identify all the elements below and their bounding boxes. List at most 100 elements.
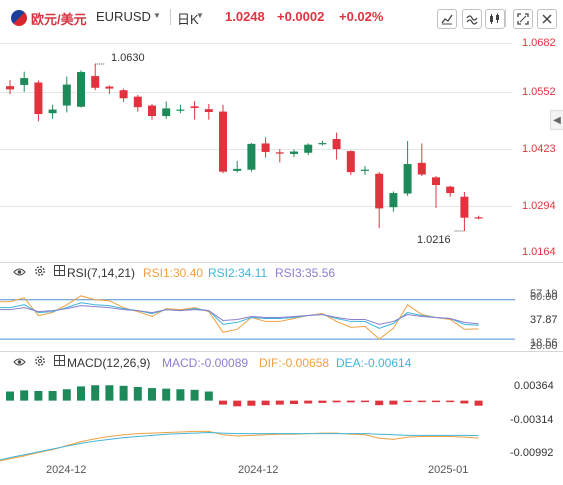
- candle-body: [48, 109, 57, 114]
- candle-body: [91, 76, 100, 88]
- candle-body: [6, 86, 14, 90]
- candle-body: [204, 109, 213, 112]
- rsi2-value: RSI2:34.11: [208, 266, 268, 280]
- divider: [170, 9, 171, 25]
- symbol-dropdown-icon[interactable]: ▼: [153, 11, 161, 20]
- rsi3-value: RSI3:35.56: [275, 266, 336, 280]
- dif-line: [0, 430, 479, 462]
- compare-icon[interactable]: [485, 9, 505, 29]
- candle-body: [261, 143, 270, 152]
- dea-line: [0, 432, 479, 461]
- gear-icon[interactable]: [34, 355, 46, 370]
- macd-bar: [6, 391, 14, 401]
- macd-bar: [148, 388, 156, 401]
- grid-icon[interactable]: [54, 355, 65, 369]
- symbol-code[interactable]: EURUSD: [96, 9, 151, 24]
- fullscreen-icon[interactable]: [513, 9, 533, 29]
- timeframe-selector[interactable]: 日K: [177, 12, 199, 27]
- eye-icon[interactable]: [13, 266, 26, 280]
- candle-body: [346, 151, 355, 173]
- macd-bar: [133, 386, 142, 401]
- candle-body: [460, 196, 469, 218]
- macd-bar: [190, 389, 199, 401]
- macd-chart[interactable]: [0, 373, 515, 463]
- price-change: +0.0002: [277, 9, 325, 24]
- macd-bar: [261, 400, 270, 406]
- price-change-pct: +0.02%: [339, 9, 384, 24]
- symbol-cn[interactable]: 欧元/美元: [31, 12, 87, 27]
- macd-bar: [375, 400, 384, 406]
- pane-divider[interactable]: [0, 262, 563, 263]
- rsi-title: RSI(7,14,21): [67, 266, 136, 280]
- grid-line: [0, 206, 512, 207]
- candle-body: [77, 72, 85, 107]
- price-tick: 1.0423: [522, 143, 556, 155]
- candle-body: [219, 111, 227, 172]
- candle-body: [474, 217, 483, 219]
- candle-body: [432, 177, 440, 186]
- timeframe-dropdown-icon[interactable]: ▼: [196, 11, 204, 20]
- last-price: 1.0248: [225, 9, 265, 24]
- macd-bar: [20, 390, 29, 401]
- grid-line: [0, 43, 512, 44]
- macd-bar: [219, 400, 227, 405]
- macd-bar: [48, 390, 57, 401]
- rsi1-value: RSI1:30.40: [143, 266, 204, 280]
- macd-bar: [460, 400, 469, 404]
- macd-bar: [417, 400, 426, 403]
- macd-bar: [446, 400, 455, 403]
- divider: [505, 9, 506, 27]
- macd-bar: [34, 390, 43, 401]
- eur-usd-flag-icon: [11, 10, 27, 26]
- rsi2-line: [0, 302, 479, 329]
- macd-bar: [432, 400, 440, 403]
- time-tick: 2025-01: [428, 464, 469, 476]
- macd-tick: 0.00364: [514, 380, 554, 392]
- rsi-chart[interactable]: [0, 283, 515, 351]
- low-annotation: 1.0216: [417, 234, 451, 246]
- macd-tick: -0.00314: [510, 414, 554, 426]
- macd-tick: -0.00992: [510, 447, 554, 459]
- eye-icon[interactable]: [13, 356, 26, 370]
- macd-bar: [332, 400, 341, 403]
- candle-body: [233, 168, 242, 171]
- macd-bar: [91, 385, 100, 401]
- price-tick: 1.0552: [522, 86, 556, 98]
- candle-body: [417, 162, 426, 175]
- macd-bar: [290, 400, 298, 405]
- candle-body: [162, 108, 171, 117]
- macd-bar: [62, 389, 71, 401]
- rsi-tick: 60.00: [530, 291, 558, 303]
- time-tick: 2024-12: [238, 464, 279, 476]
- candle-body: [176, 109, 185, 111]
- close-icon[interactable]: [537, 9, 557, 29]
- chart-header: 欧元/美元 EURUSD ▼ 日K ▼ 1.0248 +0.0002 +0.02…: [0, 0, 563, 36]
- time-tick: 2024-12: [46, 464, 87, 476]
- macd-header: MACD(12,26,9) MACD:-0.00089 DIF:-0.00658…: [0, 353, 520, 373]
- candle-body: [304, 144, 313, 153]
- price-tick: 1.0682: [522, 37, 556, 49]
- rsi1-line: [0, 295, 479, 340]
- rsi-tick: 37.87: [530, 314, 558, 326]
- gear-icon[interactable]: [34, 265, 46, 280]
- rsi-tick: 18.56: [530, 337, 558, 349]
- macd-bar: [176, 389, 185, 401]
- draw-icon[interactable]: [437, 9, 457, 29]
- rsi-header: RSI(7,14,21) RSI1:30.40 RSI2:34.11 RSI3:…: [0, 263, 520, 283]
- price-tick: 1.0164: [522, 246, 556, 258]
- macd-bar: [204, 391, 213, 401]
- indicator-icon[interactable]: [462, 9, 482, 29]
- pane-divider[interactable]: [0, 351, 563, 352]
- candle-body: [290, 151, 298, 154]
- price-chart[interactable]: [0, 36, 515, 258]
- candle-body: [105, 86, 114, 89]
- macd-bar: [105, 385, 114, 401]
- candle-body: [361, 169, 369, 171]
- macd-bar: [304, 400, 313, 404]
- macd-bar: [162, 388, 171, 401]
- candle-body: [119, 90, 128, 99]
- macd-bar: [389, 400, 398, 405]
- expand-panel-icon[interactable]: ◀: [550, 110, 563, 130]
- grid-line: [0, 149, 512, 150]
- grid-icon[interactable]: [54, 265, 65, 279]
